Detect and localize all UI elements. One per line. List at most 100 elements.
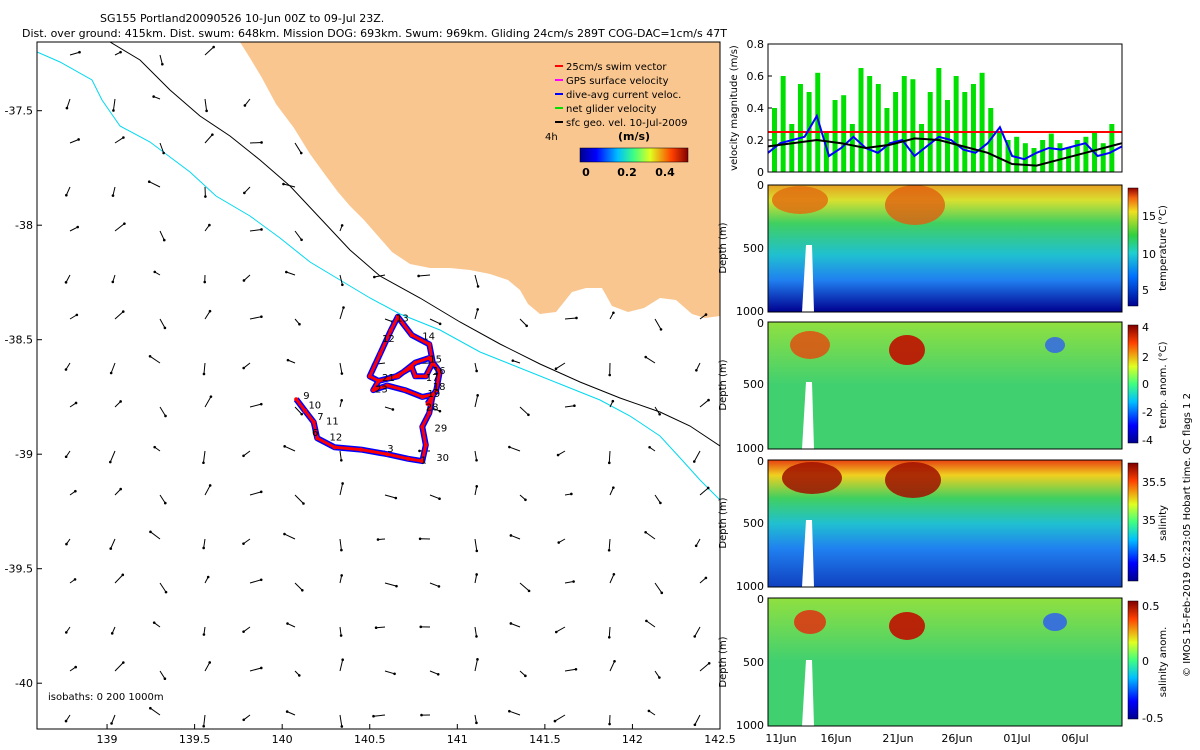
vector-arrow-head (202, 372, 206, 376)
vector-arrow-head (706, 486, 710, 490)
vector-arrow (695, 362, 701, 371)
vector-arrow (429, 582, 440, 587)
vector-arrow (65, 274, 71, 283)
vector-arrow (429, 318, 441, 325)
temperature-cbar-10: 10 (1142, 248, 1156, 261)
vector-arrow-head (373, 275, 376, 279)
temp-anomaly-ytick-500: 500 (743, 378, 764, 391)
vector-arrow-head (554, 630, 558, 634)
track-point (294, 397, 299, 402)
vector-arrow (149, 355, 161, 364)
glider-track (293, 313, 443, 465)
vector-arrow (510, 534, 521, 540)
vector-arrow (693, 450, 701, 462)
vector-arrow (249, 141, 262, 144)
vector-arrow-head (64, 719, 68, 723)
track-swim-line (295, 315, 442, 463)
vector-arrow (474, 274, 479, 287)
net-velocity-bar (919, 124, 925, 172)
vector-arrow-head (658, 676, 661, 679)
vector-arrow-head (300, 412, 304, 416)
legend-label-swim: 25cm/s swim vector (566, 62, 667, 73)
velocity-ytick-label: 0 (757, 166, 764, 179)
vector-arrow (286, 711, 296, 716)
vector-arrow (110, 538, 116, 549)
vector-arrow-head (148, 355, 152, 358)
net-velocity-bar (1005, 140, 1011, 172)
map-legend: 25cm/s swim vector GPS surface velocity … (545, 62, 689, 179)
vector-arrow-head (339, 634, 343, 637)
track-point (425, 401, 430, 406)
vector-arrow (243, 274, 251, 281)
vector-arrow (159, 318, 166, 329)
net-velocity-bar (780, 76, 786, 172)
vector-arrow-head (212, 45, 215, 49)
temperature-field (768, 185, 1122, 312)
credit-text: © IMOS 15-Feb-2019 02:23:05 Hobart time.… (1182, 393, 1193, 677)
track-point (423, 374, 428, 379)
vector-arrow (159, 142, 165, 154)
vector-arrow-head (205, 109, 208, 113)
vector-arrow (699, 487, 709, 496)
vector-arrow-head (438, 497, 441, 501)
net-velocity-bar (841, 95, 847, 172)
temp-anomaly-cbar-0: 0 (1142, 378, 1149, 391)
vector-arrow (608, 626, 611, 638)
vector-arrow-head (707, 661, 711, 665)
vector-arrow (608, 538, 611, 551)
vector-arrow-head (438, 409, 442, 413)
vector-arrow-head (556, 453, 560, 457)
velocity-ytick-label: 0.8 (747, 38, 765, 51)
track-point (427, 410, 432, 415)
track-day-label: 9 (303, 391, 309, 402)
salinity-cbar-35-5: 35.5 (1142, 476, 1167, 489)
vector-arrow (243, 186, 251, 194)
track-point (388, 328, 393, 333)
vector-arrow-head (509, 534, 513, 537)
temperature-panel: 0 500 1000 Depth (m) 15 10 5 temperature… (718, 179, 1169, 318)
vector-arrow-head (613, 659, 616, 663)
temperature-ytick-0: 0 (757, 179, 764, 192)
vector-arrow-head (340, 399, 344, 402)
vector-arrow (204, 662, 211, 672)
vector-arrow-head (109, 371, 113, 375)
date-tick-16jun: 16Jun (820, 732, 851, 745)
net-velocity-bar (884, 108, 890, 172)
vector-arrow-head (259, 578, 263, 582)
vector-arrow-head (153, 445, 156, 449)
vector-arrow (114, 137, 124, 144)
vector-arrow-head (607, 461, 611, 465)
vector-arrow-head (391, 408, 395, 411)
vector-arrow-head (65, 542, 68, 546)
salinity-anomaly-gap (802, 660, 814, 726)
vector-arrow (159, 230, 165, 241)
vector-arrow-head (119, 487, 122, 491)
vector-arrow-head (74, 401, 78, 405)
vector-arrow (646, 620, 656, 628)
vector-arrow-head (475, 458, 478, 462)
vector-arrow-head (202, 724, 206, 728)
vector-arrow-head (437, 585, 441, 588)
vector-arrow (608, 450, 611, 463)
temperature-warm-patch-2 (885, 185, 945, 225)
vector-arrow-head (372, 714, 375, 718)
track-day-label: 10 (308, 400, 321, 411)
vector-arrow-head (202, 633, 206, 636)
track-point (311, 420, 316, 425)
net-velocity-bar (996, 132, 1002, 172)
vector-arrow-head (64, 281, 68, 284)
vector-arrow (286, 271, 296, 276)
vector-arrow (150, 531, 161, 540)
temperature-clabel: temperature (°C) (1158, 205, 1169, 291)
vector-arrow-head (164, 590, 168, 594)
vector-arrow-head (525, 324, 528, 328)
vector-arrow-head (694, 544, 698, 548)
track-day-label: 19 (428, 389, 441, 400)
vector-arrow-head (659, 328, 663, 331)
vector-arrow-head (208, 309, 212, 313)
track-day-label: 17 (426, 373, 439, 384)
track-point (406, 456, 411, 461)
vector-arrow-head (393, 672, 396, 676)
temp-anomaly-warm-patch-1 (790, 331, 830, 359)
